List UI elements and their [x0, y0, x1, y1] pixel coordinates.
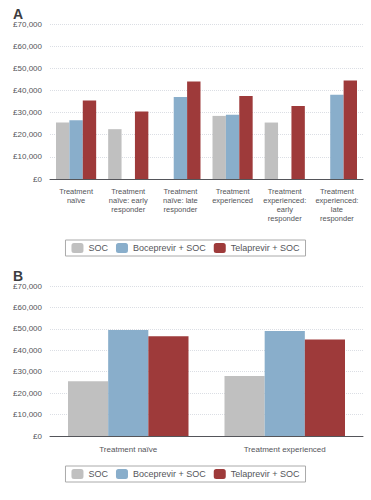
svg-text:B: B [13, 268, 23, 284]
svg-text:£50,000: £50,000 [13, 324, 42, 333]
svg-text:£60,000: £60,000 [13, 303, 42, 312]
svg-text:Treatment: Treatment [268, 187, 303, 196]
svg-text:responder: responder [320, 214, 354, 223]
svg-text:early: early [277, 205, 294, 214]
svg-text:Treatment naïve: Treatment naïve [99, 445, 158, 454]
svg-text:£10,000: £10,000 [13, 152, 42, 161]
svg-text:naïve: naïve [67, 196, 85, 205]
svg-text:£30,000: £30,000 [13, 108, 42, 117]
svg-text:£70,000: £70,000 [13, 19, 42, 29]
svg-text:£20,000: £20,000 [13, 130, 42, 139]
svg-text:£20,000: £20,000 [13, 389, 42, 398]
svg-text:Treatment experienced: Treatment experienced [244, 445, 326, 454]
svg-text:£40,000: £40,000 [13, 346, 42, 355]
svg-text:Treatment: Treatment [216, 187, 251, 196]
svg-text:£60,000: £60,000 [13, 42, 42, 51]
svg-text:A: A [13, 6, 23, 22]
svg-text:responder: responder [164, 205, 198, 214]
svg-text:Telaprevir + SOC: Telaprevir + SOC [231, 469, 300, 479]
svg-text:Boceprevir + SOC: Boceprevir + SOC [133, 243, 206, 253]
svg-text:£40,000: £40,000 [13, 86, 42, 95]
svg-text:responder: responder [111, 205, 145, 214]
svg-text:Treatment: Treatment [320, 187, 355, 196]
svg-text:£0: £0 [33, 432, 42, 441]
svg-text:Treatment: Treatment [59, 187, 94, 196]
svg-text:experienced:: experienced: [315, 196, 358, 205]
svg-text:SOC: SOC [88, 469, 108, 479]
svg-text:Treatment: Treatment [111, 187, 146, 196]
svg-text:£70,000: £70,000 [13, 281, 42, 291]
svg-text:late: late [331, 205, 343, 214]
svg-text:£50,000: £50,000 [13, 64, 42, 73]
svg-text:SOC: SOC [88, 243, 108, 253]
svg-text:naïve: late: naïve: late [163, 196, 198, 205]
svg-text:responder: responder [268, 214, 302, 223]
svg-text:Treatment: Treatment [163, 187, 198, 196]
svg-text:experienced: experienced [212, 196, 253, 205]
svg-text:£10,000: £10,000 [13, 410, 42, 419]
svg-text:£0: £0 [33, 175, 42, 184]
svg-text:Boceprevir + SOC: Boceprevir + SOC [133, 469, 206, 479]
svg-text:Telaprevir + SOC: Telaprevir + SOC [231, 243, 300, 253]
svg-text:£30,000: £30,000 [13, 367, 42, 376]
svg-text:experienced:: experienced: [263, 196, 306, 205]
svg-text:naïve: early: naïve: early [109, 196, 148, 205]
